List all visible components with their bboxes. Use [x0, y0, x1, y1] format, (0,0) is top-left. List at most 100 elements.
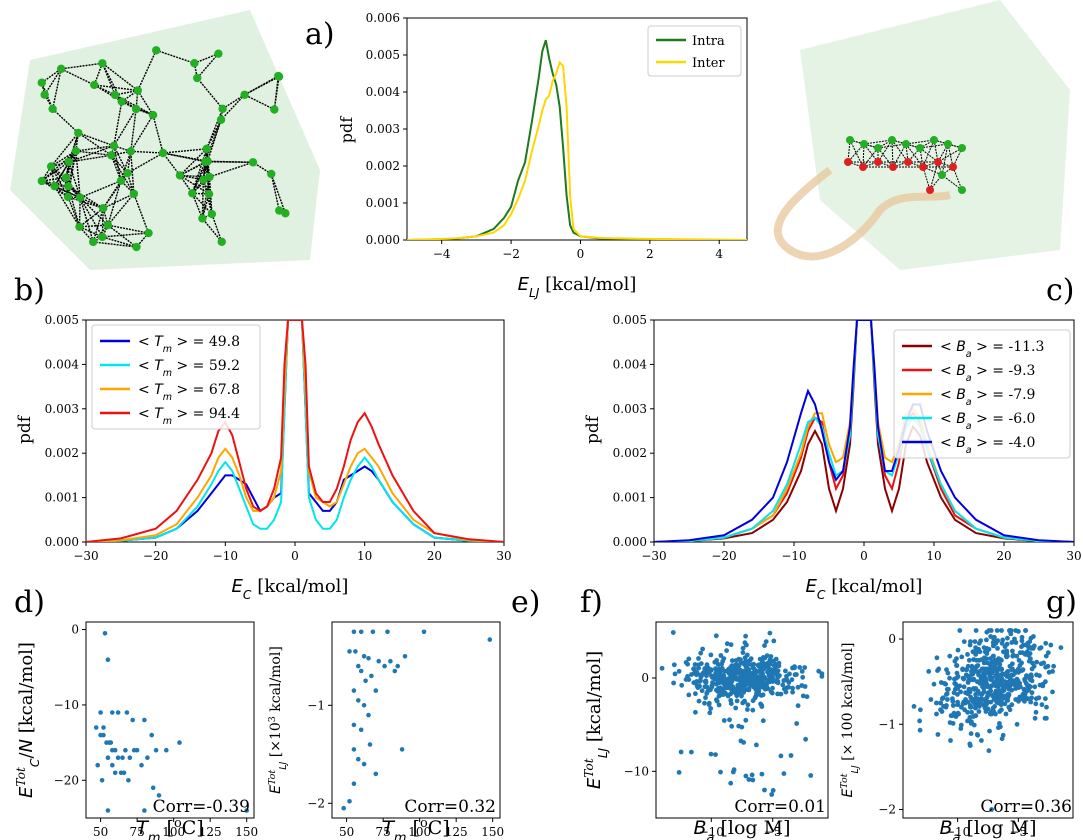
scatter-point	[934, 655, 940, 661]
y-tick-label: 0.006	[366, 11, 400, 25]
scatter-point	[731, 767, 737, 773]
scatter-point	[1028, 656, 1033, 661]
scatter-point	[353, 649, 358, 654]
y-tick-label: 0.001	[45, 491, 79, 505]
scatter-point	[740, 645, 746, 651]
x-tick-label: 75	[129, 825, 144, 839]
scatter-point	[988, 656, 993, 661]
scatter-point	[911, 704, 917, 709]
scatter-point	[998, 724, 1003, 730]
scatter-point	[790, 689, 795, 695]
contact-edge	[110, 155, 122, 181]
contact-edge	[101, 62, 139, 92]
scatter-point	[997, 688, 1003, 694]
scatter-point	[382, 663, 387, 669]
scatter-point	[244, 808, 249, 813]
y-tick-label: 0.005	[45, 313, 79, 327]
scatter-point	[774, 679, 780, 685]
scatter-point	[1005, 698, 1011, 703]
contact-edge	[209, 161, 254, 178]
scatter-point	[376, 658, 382, 664]
legend-label: < Tm > = 67.8	[138, 382, 240, 403]
scatter-point	[816, 668, 822, 674]
scatter-point	[939, 696, 945, 702]
scatter-point	[1019, 638, 1025, 644]
contact-edge	[207, 160, 254, 163]
contact-edge	[222, 94, 245, 110]
scatter-point	[800, 674, 806, 680]
residue-node	[248, 158, 258, 167]
scatter-point	[917, 718, 922, 724]
y-axis-label: pdf	[583, 414, 603, 444]
contact-edge	[94, 84, 138, 92]
scatter-point	[683, 677, 689, 682]
scatter-point	[692, 662, 698, 667]
contact-edge	[107, 224, 149, 234]
scatter-point	[967, 741, 973, 747]
scatter-point	[971, 676, 977, 682]
scatter-point	[765, 664, 770, 670]
scatter-point	[164, 747, 169, 753]
contact-edge	[137, 90, 154, 116]
scatter-point	[754, 742, 759, 748]
scatter-point	[700, 646, 705, 652]
residue-node	[116, 176, 126, 185]
y-tick-label: −1	[878, 717, 896, 731]
scatter-point	[358, 668, 364, 674]
scatter-point	[708, 706, 714, 711]
contact-edge	[102, 172, 129, 209]
scatter-point	[718, 769, 723, 775]
contact-edge	[68, 154, 112, 163]
legend-label: < Ba > = -11.3	[940, 339, 1044, 360]
contact-edge	[120, 151, 132, 181]
contact-edge	[205, 148, 211, 177]
scatter-point	[945, 670, 951, 676]
residue-node	[71, 146, 81, 156]
scatter-point	[743, 633, 748, 639]
scatter-point	[770, 788, 776, 793]
legend-label: < Tm > = 49.8	[138, 334, 240, 355]
scatter-point	[961, 676, 967, 682]
scatter-point	[976, 646, 981, 652]
residue-node	[98, 232, 107, 242]
scatter-point	[978, 699, 983, 705]
legend-box	[91, 324, 261, 430]
y-tick-label: −2	[307, 796, 325, 810]
contact-edge	[133, 193, 150, 234]
scatter-point	[733, 705, 739, 711]
contact-edge	[50, 132, 79, 167]
scatter-point	[935, 668, 940, 673]
legend-label: < Tm > = 94.4	[138, 406, 240, 427]
scatter-point	[975, 663, 981, 668]
scatter-point	[775, 668, 781, 674]
scatter-point	[985, 692, 991, 697]
residue-node	[938, 171, 946, 179]
scatter-point	[996, 678, 1001, 684]
scatter-point	[747, 658, 753, 663]
scatter-point	[134, 747, 140, 753]
scatter-point	[976, 691, 982, 696]
residue-node	[63, 192, 73, 202]
scatter-point	[771, 638, 777, 644]
contact-edge	[93, 84, 123, 103]
scatter-point	[367, 742, 373, 747]
scatter-point	[750, 777, 756, 783]
contact-edge	[191, 148, 208, 194]
scatter-point	[120, 755, 125, 760]
scatter-point	[795, 703, 801, 709]
scatter-point	[1019, 634, 1025, 640]
scatter-point	[979, 738, 984, 743]
contact-edge	[79, 197, 104, 238]
scatter-point	[142, 717, 147, 723]
y-tick-label: 0.004	[366, 85, 401, 99]
scatter-point	[366, 712, 371, 718]
scatter-point	[150, 785, 156, 791]
scatter-point	[369, 673, 374, 679]
scatter-point	[105, 657, 111, 662]
chart-b-coulomb-pdf-tm: −30 −20 −10 0 10 20 30 0.000 0.001 0.002 0.003 0.00…	[15, 313, 512, 602]
scatter-point	[699, 673, 704, 679]
contact-edge	[107, 180, 122, 226]
scatter-point	[743, 773, 749, 779]
y-tick-label: −2	[878, 802, 896, 816]
contact-edge	[130, 150, 164, 154]
